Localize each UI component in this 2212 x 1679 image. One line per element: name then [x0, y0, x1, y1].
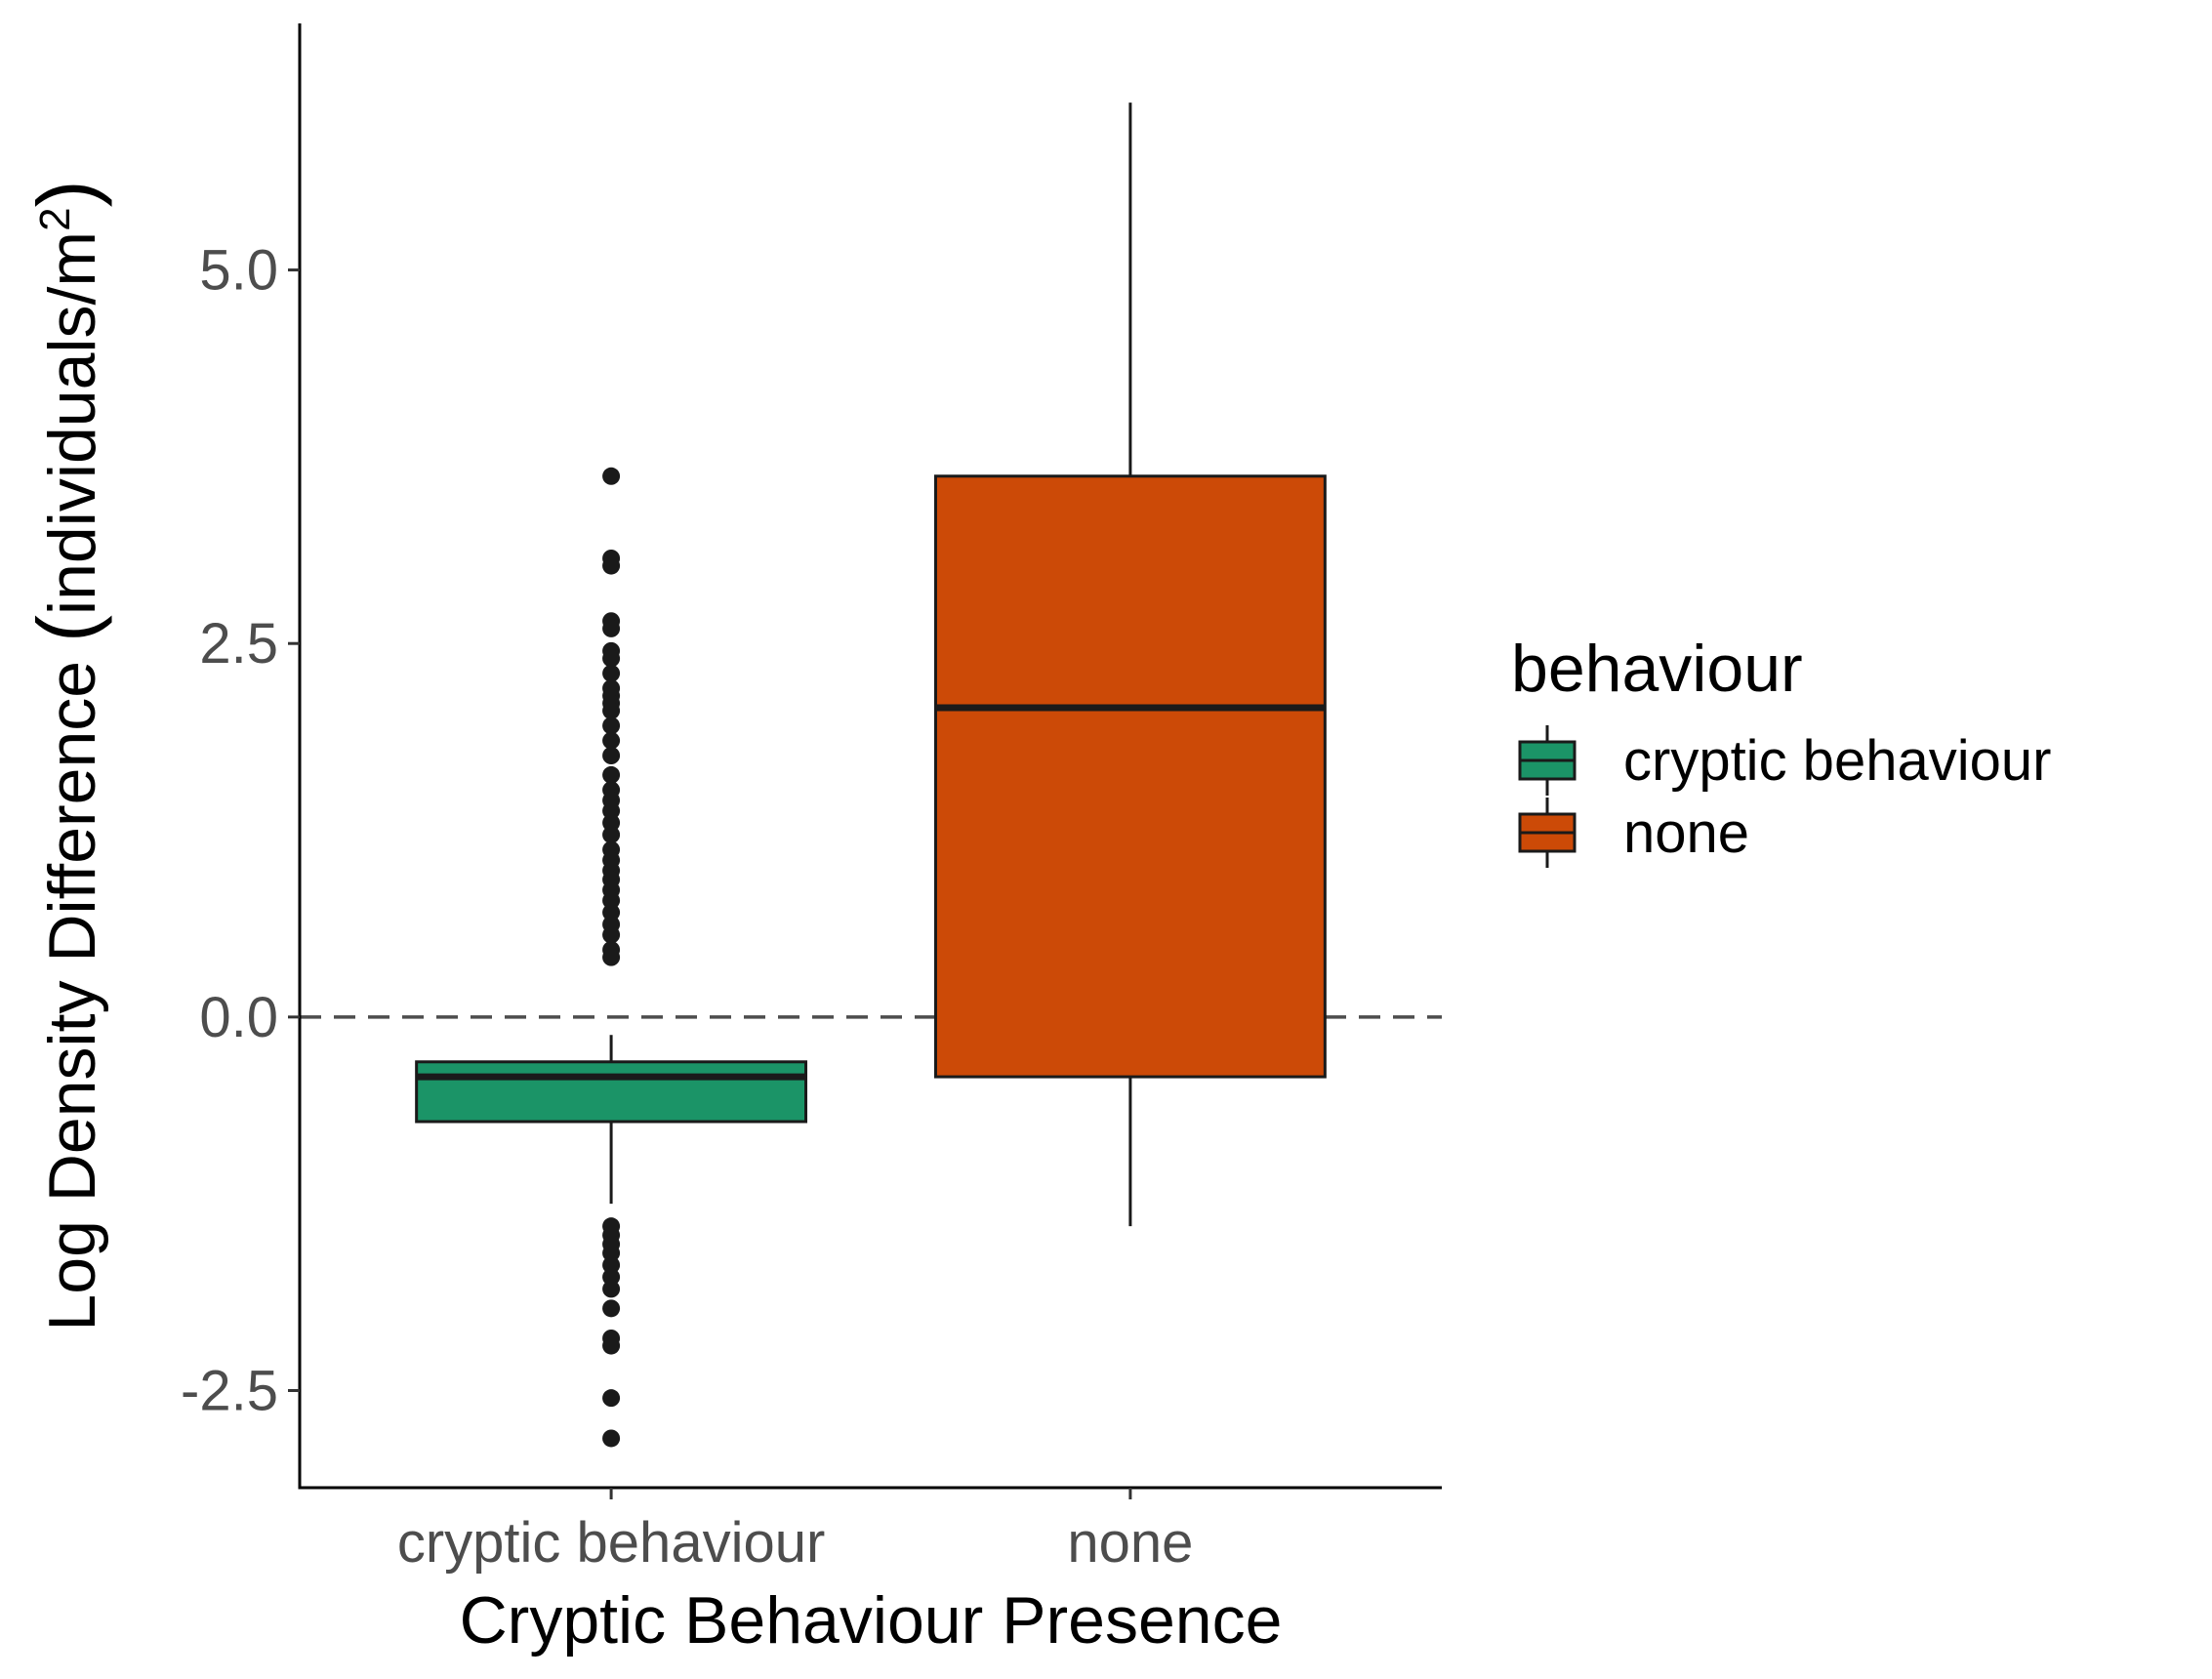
x-tick-label: none	[1067, 1511, 1193, 1575]
y-axis-title-slash: /	[35, 286, 109, 305]
outlier-point	[602, 765, 621, 784]
outlier-point	[602, 948, 621, 966]
legend-item-label: none	[1623, 801, 1749, 865]
y-axis-title-unit-denominator: m	[35, 231, 109, 287]
plot-area	[300, 102, 1442, 1448]
y-tick-label: 2.5	[199, 612, 278, 676]
outlier-point	[602, 556, 621, 575]
outlier-point	[602, 1299, 621, 1318]
box-iqr	[415, 1060, 808, 1124]
y-axis-title-close-paren: )	[20, 180, 112, 207]
outlier-point	[602, 649, 621, 668]
legend-title: behaviour	[1511, 632, 1803, 706]
y-tick-label: 5.0	[199, 239, 278, 303]
y-tick-label: 0.0	[199, 986, 278, 1049]
y-axis-title-open-paren: (	[20, 615, 112, 642]
x-axis-title: Cryptic Behaviour Presence	[460, 1583, 1283, 1658]
y-tick-label: -2.5	[181, 1360, 278, 1423]
outlier-point	[602, 717, 621, 735]
outlier-point	[602, 1280, 621, 1298]
legend: behaviour cryptic behaviour none	[1511, 632, 2051, 868]
outlier-point	[602, 467, 621, 485]
legend-item-none: none	[1518, 798, 1749, 868]
box-cryptic-behaviour	[415, 467, 808, 1448]
y-axis-title: Log Density Difference (individuals/m2)	[20, 180, 112, 1331]
outlier-point	[602, 619, 621, 637]
box-iqr	[933, 474, 1327, 1079]
y-ticks: -2.5 0.0 2.5 5.0	[181, 239, 300, 1423]
outlier-point	[602, 731, 621, 750]
legend-item-cryptic-behaviour: cryptic behaviour	[1518, 725, 2051, 796]
x-ticks: cryptic behaviour none	[397, 1488, 1193, 1575]
axes: -2.5 0.0 2.5 5.0 cryptic behaviour none	[181, 23, 1442, 1575]
outlier-point	[602, 1336, 621, 1355]
outlier-point	[602, 747, 621, 764]
y-axis-title-unit-exponent: 2	[31, 207, 79, 230]
outlier-point	[602, 702, 621, 720]
outlier-point	[602, 664, 621, 682]
legend-item-label: cryptic behaviour	[1623, 729, 2051, 793]
box-none	[933, 102, 1327, 1227]
outlier-point	[602, 1429, 621, 1448]
legend-items: cryptic behaviour none	[1518, 725, 2051, 868]
outlier-point	[602, 925, 621, 944]
y-axis-title-main: Log Density Difference	[35, 642, 109, 1331]
y-axis-title-unit: individuals	[35, 305, 109, 615]
outlier-point	[602, 1389, 621, 1408]
x-tick-label: cryptic behaviour	[397, 1511, 825, 1575]
outlier-point	[602, 826, 621, 844]
